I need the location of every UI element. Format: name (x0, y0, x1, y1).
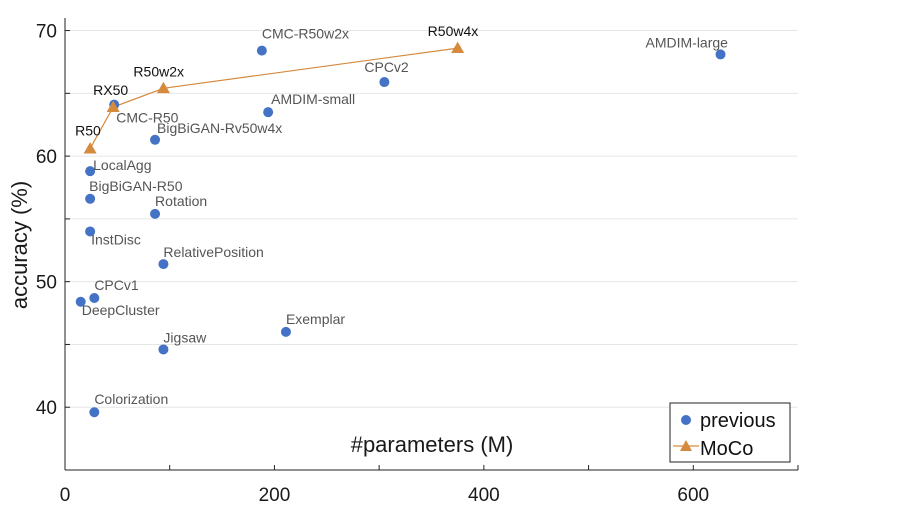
point-previous (256, 45, 267, 56)
point-previous (75, 296, 86, 307)
point-label-previous: AMDIM-large (646, 34, 729, 50)
axes (64, 18, 799, 471)
point-previous (158, 344, 169, 355)
legend-label-previous: previous (700, 410, 776, 432)
point-label-previous: Colorization (94, 391, 168, 407)
moco-line (89, 47, 458, 149)
legend-label-moco: MoCo (700, 438, 753, 460)
point-label-previous: Jigsaw (163, 329, 207, 345)
point-previous (89, 407, 100, 418)
point-label-previous: LocalAgg (93, 157, 151, 173)
point-previous (715, 49, 726, 60)
point-previous (379, 77, 390, 88)
point-label-moco: R50 (75, 123, 101, 139)
point-moco (156, 81, 170, 94)
x-tick-label: 400 (468, 485, 500, 506)
point-label-moco: R50w4x (428, 23, 479, 39)
grid-lines (65, 30, 798, 408)
point-label-previous: AMDIM-small (271, 91, 355, 107)
point-previous (158, 259, 169, 270)
point-label-previous: InstDisc (91, 231, 141, 247)
point-moco (106, 100, 120, 113)
point-previous (85, 193, 96, 204)
point-label-previous: Exemplar (286, 311, 345, 327)
point-label-previous: RelativePosition (163, 244, 263, 260)
point-previous (263, 107, 274, 118)
point-previous (89, 292, 100, 303)
point-label-previous: Rotation (155, 193, 207, 209)
y-tick-label: 40 (36, 398, 57, 419)
y-tick-label: 50 (36, 273, 57, 294)
point-label-moco: RX50 (93, 82, 128, 98)
point-previous (150, 134, 161, 145)
moco-connecting-line (89, 47, 458, 149)
point-label-previous: CPCv1 (94, 277, 139, 293)
y-axis-title: accuracy (%) (7, 181, 32, 309)
y-tick-label: 70 (36, 22, 57, 43)
point-moco (83, 142, 97, 154)
data-points (75, 41, 726, 418)
legend-box (669, 402, 791, 463)
tick-labels: 40 50 60 70 0 200 400 600 (36, 22, 709, 506)
point-previous (150, 208, 161, 219)
point-label-previous: BigBiGAN-R50 (89, 178, 183, 194)
point-label-moco: R50w2x (133, 63, 184, 79)
legend-marker-moco (680, 440, 692, 451)
x-tick-label: 0 (60, 485, 71, 506)
point-previous (85, 166, 96, 177)
x-tick-label: 600 (677, 485, 709, 506)
point-label-previous: CPCv2 (364, 59, 409, 75)
y-tick-label: 60 (36, 147, 57, 168)
point-label-previous: BigBiGAN-Rv50w4x (157, 120, 282, 136)
x-tick-label: 200 (259, 485, 291, 506)
x-axis-title: #parameters (M) (351, 432, 514, 457)
legend: previous MoCo (669, 402, 791, 463)
point-moco (451, 41, 465, 54)
point-label-previous: CMC-R50 (116, 110, 178, 126)
point-label-previous: CMC-R50w2x (262, 26, 349, 42)
legend-marker-previous (681, 415, 691, 425)
point-previous (85, 226, 96, 237)
point-labels: CMC-R50w2x AMDIM-large CPCv2 CMC-R50 AMDIM-s… (75, 23, 728, 407)
point-previous (280, 326, 291, 337)
point-label-previous: DeepCluster (82, 302, 160, 318)
